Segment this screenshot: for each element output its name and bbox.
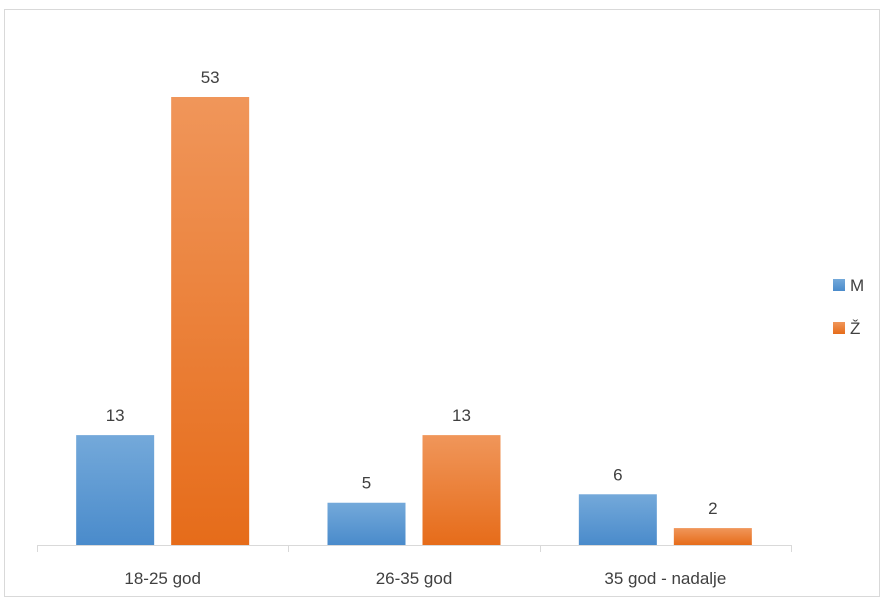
legend-label: Ž: [850, 319, 860, 338]
legend: MŽ: [833, 276, 864, 338]
category-label: 35 god - nadalje: [604, 569, 726, 588]
data-label: 53: [201, 68, 220, 87]
bar-m-2: [327, 502, 406, 545]
x-axis-ticks: [37, 545, 792, 552]
data-label: 5: [362, 474, 371, 493]
data-labels-group: 13 53 5 13 6 2: [106, 68, 718, 518]
bar-z-2: [422, 435, 501, 545]
category-label: 26-35 god: [376, 569, 453, 588]
bar-m-1: [76, 435, 155, 545]
data-label: 13: [106, 406, 125, 425]
data-label: 13: [452, 406, 471, 425]
category-labels-group: 18-25 god 26-35 god 35 god - nadalje: [124, 569, 726, 588]
bars-group: [76, 97, 752, 545]
bar-m-3: [578, 494, 657, 545]
data-label: 2: [708, 499, 717, 518]
category-label: 18-25 god: [124, 569, 201, 588]
legend-swatch: [833, 322, 845, 334]
bar-z-3: [673, 528, 752, 545]
legend-label: M: [850, 276, 864, 295]
bar-z-1: [171, 97, 250, 545]
data-label: 6: [613, 465, 622, 484]
legend-swatch: [833, 279, 845, 291]
